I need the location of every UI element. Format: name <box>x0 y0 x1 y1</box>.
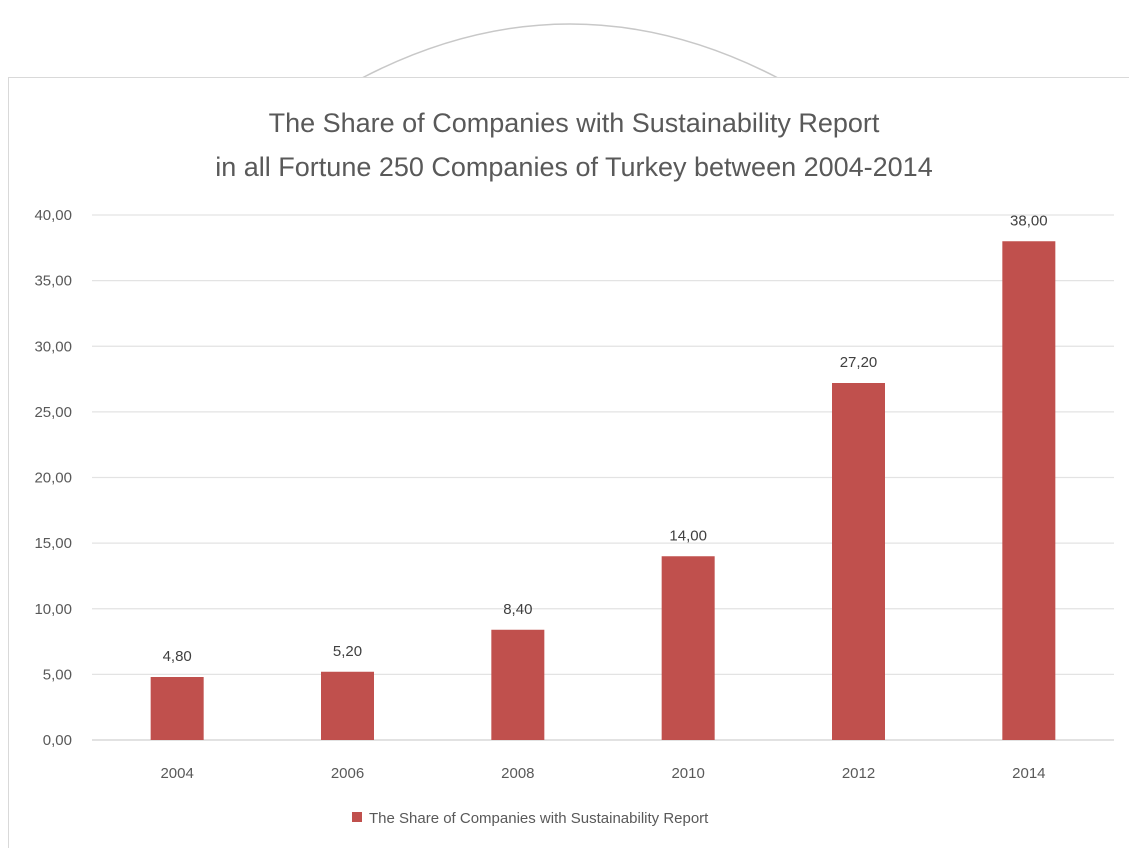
data-label: 8,40 <box>503 601 532 618</box>
bar <box>1002 241 1056 740</box>
y-tick-label: 25,00 <box>34 404 72 421</box>
legend-swatch <box>352 812 362 822</box>
data-label: 27,20 <box>840 354 878 371</box>
chart-title: The Share of Companies with Sustainabili… <box>269 108 880 138</box>
y-tick-label: 15,00 <box>34 535 72 552</box>
data-labels: 4,80 5,20 8,40 14,00 27,20 38,00 <box>163 212 1048 665</box>
data-label: 4,80 <box>163 648 192 665</box>
x-tick-label: 2012 <box>842 765 875 782</box>
data-label: 38,00 <box>1010 212 1048 229</box>
chart-subtitle: in all Fortune 250 Companies of Turkey b… <box>215 152 932 182</box>
x-axis-ticks: 2004 2006 2008 2010 2012 2014 <box>160 765 1045 782</box>
gridlines <box>92 214 1114 741</box>
legend: The Share of Companies with Sustainabili… <box>352 810 709 827</box>
legend-label: The Share of Companies with Sustainabili… <box>369 810 709 827</box>
y-tick-label: 35,00 <box>34 273 72 290</box>
y-tick-label: 10,00 <box>34 601 72 618</box>
bar <box>150 677 204 740</box>
bar <box>832 383 885 740</box>
bar <box>321 671 374 740</box>
y-axis-ticks: 0,00 5,00 10,00 15,00 20,00 25,00 30,00 35,00 40… <box>34 207 72 749</box>
x-tick-label: 2014 <box>1012 765 1045 782</box>
bars <box>150 241 1056 740</box>
data-label: 14,00 <box>669 527 707 544</box>
data-label: 5,20 <box>333 643 362 660</box>
bar <box>491 629 545 740</box>
bar <box>661 556 715 740</box>
chart-panel: The Share of Companies with Sustainabili… <box>8 77 1129 848</box>
y-tick-label: 30,00 <box>34 338 72 355</box>
x-tick-label: 2010 <box>671 765 704 782</box>
y-tick-label: 40,00 <box>34 207 72 224</box>
decorative-arc <box>361 23 779 79</box>
bar-chart: The Share of Companies with Sustainabili… <box>34 108 1114 827</box>
x-tick-label: 2004 <box>160 765 193 782</box>
y-tick-label: 5,00 <box>43 666 72 683</box>
x-tick-label: 2006 <box>331 765 364 782</box>
y-tick-label: 20,00 <box>34 470 72 487</box>
y-tick-label: 0,00 <box>43 732 72 749</box>
x-tick-label: 2008 <box>501 765 534 782</box>
